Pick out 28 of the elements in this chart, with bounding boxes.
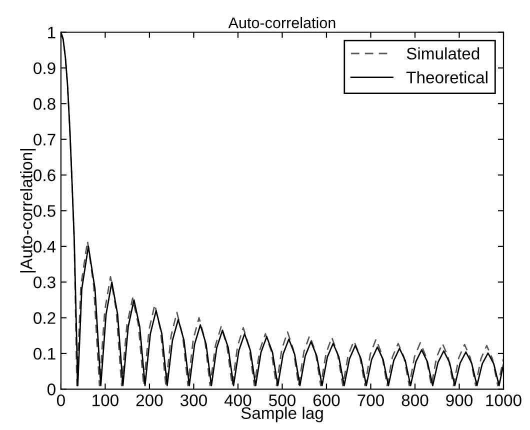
- y-tick-label: 0.1: [34, 348, 56, 360]
- y-tick-label: 0.5: [34, 205, 56, 217]
- x-tick-label: 300: [180, 394, 207, 406]
- x-tick-label: 0: [56, 394, 65, 406]
- line-series: [60, 32, 504, 386]
- chart-title: Auto-correlation: [228, 17, 336, 28]
- y-tick-label: 0: [47, 384, 56, 396]
- y-tick-label: 0.6: [34, 169, 56, 182]
- y-tick-label: 0.2: [34, 312, 56, 324]
- legend-label: Simulated: [406, 47, 480, 60]
- y-tick-label: 0.8: [34, 98, 56, 110]
- x-tick-label: 100: [92, 394, 118, 406]
- y-axis-title: |Auto-correlation|: [20, 149, 36, 272]
- x-tick-label: 900: [446, 394, 472, 406]
- y-tick-label: 0.3: [34, 276, 56, 288]
- x-tick-label: 400: [224, 394, 252, 406]
- x-tick-label: 500: [268, 394, 296, 406]
- x-tick-label: 200: [136, 394, 163, 406]
- y-tick-label: 0.9: [34, 62, 56, 74]
- y-tick-label: 0.4: [34, 240, 56, 253]
- x-axis-title: Sample lag: [241, 406, 323, 422]
- x-tick-label: 700: [358, 394, 384, 406]
- x-tick-label: 800: [402, 394, 428, 406]
- x-tick-label: 600: [313, 394, 340, 406]
- x-tick-label: 1000: [486, 394, 522, 406]
- y-tick-label: 0.7: [34, 134, 56, 146]
- y-tick-label: 1: [48, 26, 56, 38]
- legend-label: Theoretical: [406, 71, 488, 84]
